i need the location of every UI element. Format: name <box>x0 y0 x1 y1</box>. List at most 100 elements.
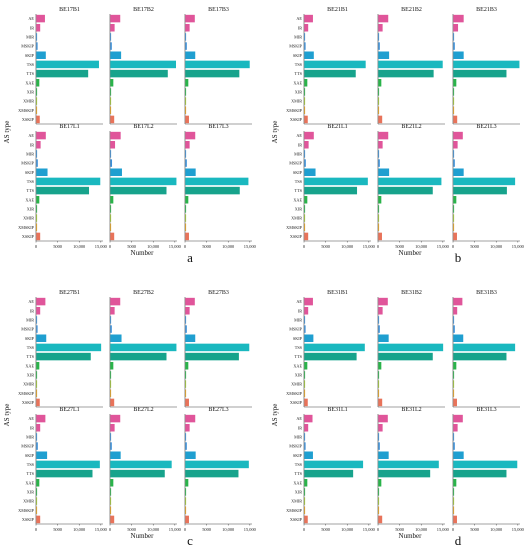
bar-XMSKIP <box>304 106 306 115</box>
category-tick-label: XSKIP <box>22 400 35 405</box>
bar-SKIP <box>453 168 464 177</box>
category-tick-label: IR <box>30 142 34 147</box>
bar-MIR <box>453 316 455 324</box>
x-tick-label: 0 <box>303 527 306 532</box>
bar-XMIR <box>36 497 38 505</box>
x-tick-label: 10,000 <box>222 527 235 533</box>
panel-title: BE17L3 <box>208 124 228 130</box>
bar-TSS <box>36 460 100 469</box>
category-tick-label: XSKIP <box>290 400 303 405</box>
bar-TTS <box>36 352 91 361</box>
bar-SKIP <box>110 168 122 177</box>
bar-XIR <box>378 371 380 379</box>
bar-IR <box>378 23 383 32</box>
bar-XMIR <box>378 214 380 222</box>
category-tick-label: XIR <box>27 89 34 94</box>
bar-SKIP <box>185 451 196 460</box>
bar-XAE <box>378 78 382 87</box>
bar-XIR <box>110 88 112 96</box>
bar-XAE <box>304 195 308 204</box>
category-tick-label: MIR <box>294 34 302 39</box>
bar-MIR <box>304 33 306 41</box>
bar-MIR <box>36 433 38 441</box>
bar-MIR <box>453 433 455 441</box>
bar-XIR <box>185 371 187 379</box>
bar-TSS <box>36 343 102 352</box>
bar-XMSKIP <box>453 106 455 115</box>
x-tick-label: 0 <box>452 527 455 532</box>
bar-XIR <box>304 88 306 96</box>
x-tick-label: 10,000 <box>341 244 354 250</box>
bar-XMSKIP <box>185 389 187 398</box>
bar-XIR <box>304 205 306 213</box>
x-tick-label: 5000 <box>127 244 137 249</box>
panel-BE27L1: BE27L1 AE IR MIR MSKIP SKIP TSS TTS XAE XIR XMIR XM… <box>18 407 108 533</box>
x-tick-label: 10,000 <box>147 244 160 250</box>
bar-IR <box>185 423 190 432</box>
category-tick-label: AE <box>296 416 302 421</box>
bar-XSKIP <box>304 115 308 124</box>
x-tick-label: 5000 <box>321 527 331 532</box>
panel-letter: a <box>187 250 193 265</box>
bar-XAE <box>110 78 114 87</box>
bar-TTS <box>378 186 433 195</box>
bar-AE <box>453 297 463 306</box>
x-tick-label: 10,000 <box>73 527 86 533</box>
x-tick-label: 15,000 <box>512 244 525 250</box>
category-tick-label: MIR <box>294 434 302 439</box>
bar-AE <box>185 414 196 423</box>
category-tick-label: XSKIP <box>290 517 303 522</box>
bar-TTS <box>304 69 356 78</box>
category-tick-label: XMIR <box>291 216 302 221</box>
panel-title: BE27B3 <box>208 290 229 296</box>
category-tick-label: TSS <box>27 62 35 67</box>
panel-title: BE31B1 <box>327 290 348 296</box>
bar-XMSKIP <box>36 106 38 115</box>
x-tick-label: 0 <box>184 527 187 532</box>
bar-XMSKIP <box>110 106 112 115</box>
category-tick-label: SKIP <box>293 170 303 175</box>
bar-XMSKIP <box>304 506 306 515</box>
panel-title: BE17B1 <box>59 7 80 13</box>
category-tick-label: TTS <box>27 71 35 76</box>
bar-XMSKIP <box>378 106 380 115</box>
bar-SKIP <box>304 168 316 177</box>
bar-TSS <box>36 60 99 69</box>
bar-XMIR <box>378 497 380 505</box>
bar-IR <box>110 23 115 32</box>
panel-BE31B1: BE31B1 AE IR MIR MSKIP SKIP TSS TTS XAE XIR XMIR XM… <box>286 290 371 408</box>
panel-title: BE31L3 <box>476 407 496 413</box>
x-tick-label: 15,000 <box>95 244 108 250</box>
category-tick-label: XMSKIP <box>18 225 34 230</box>
bar-XIR <box>36 488 38 496</box>
x-tick-label: 0 <box>109 244 112 249</box>
bar-MSKIP <box>110 159 113 167</box>
x-tick-label: 15,000 <box>512 527 525 533</box>
bar-XIR <box>185 205 187 213</box>
bar-SKIP <box>185 51 196 60</box>
bar-AE <box>378 131 389 140</box>
bar-TSS <box>378 460 439 469</box>
bar-MIR <box>378 150 380 158</box>
x-tick-label: 10,000 <box>490 527 503 533</box>
bar-TSS <box>378 60 443 69</box>
bar-MIR <box>185 316 187 324</box>
bar-SKIP <box>453 334 464 343</box>
bar-XMIR <box>185 214 187 222</box>
panel-title: BE27B1 <box>59 290 80 296</box>
bar-IR <box>378 423 383 432</box>
x-tick-label: 0 <box>109 527 112 532</box>
bar-MIR <box>110 150 112 158</box>
bar-TTS <box>110 186 167 195</box>
bar-MSKIP <box>110 42 112 50</box>
bar-IR <box>185 140 190 149</box>
bar-XSKIP <box>36 232 41 241</box>
bar-XSKIP <box>36 515 41 524</box>
bar-IR <box>304 306 309 315</box>
category-tick-label: XMSKIP <box>18 108 34 113</box>
category-tick-label: XIR <box>27 206 34 211</box>
bar-XIR <box>36 371 38 379</box>
figure-group-b: BE21B1 AE IR MIR MSKIP SKIP TSS TTS XAE XIR XMIR XM… <box>271 7 525 265</box>
bar-AE <box>110 131 121 140</box>
category-tick-label: XMSKIP <box>286 225 302 230</box>
